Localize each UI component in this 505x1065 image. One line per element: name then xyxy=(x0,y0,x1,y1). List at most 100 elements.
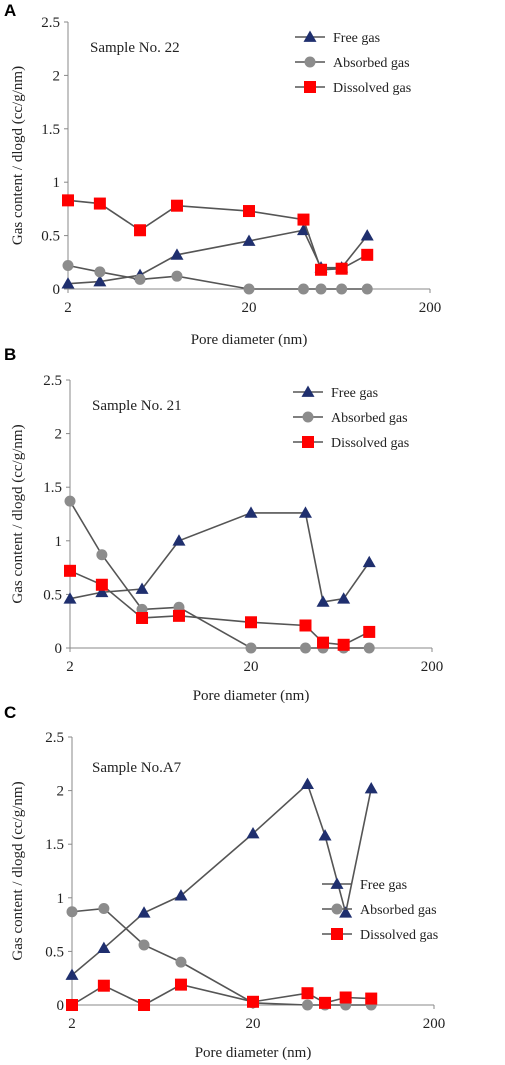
data-point xyxy=(362,555,376,568)
data-point xyxy=(245,642,257,654)
legend-label: Absorbed gas xyxy=(333,56,410,71)
data-point xyxy=(175,956,187,968)
data-point xyxy=(247,995,259,1008)
data-point xyxy=(299,642,311,654)
data-point xyxy=(93,197,106,210)
panel-letter: B xyxy=(4,345,16,364)
data-point xyxy=(63,592,77,604)
data-point xyxy=(95,578,108,591)
chart-panel-c: C 0 0.5 1 1.5 2 2.5 2 20 200 Pore diameter (nm) Gas… xyxy=(4,703,445,1061)
data-point xyxy=(172,534,186,546)
y-axis-label: Gas content / dlogd (cc/g/nm) xyxy=(10,424,26,603)
data-point xyxy=(96,549,108,561)
data-point xyxy=(64,564,76,577)
series-dissolved-gas xyxy=(64,564,376,651)
y-tick-label: 1.5 xyxy=(43,480,62,496)
x-tick-label: 20 xyxy=(242,300,257,316)
series-line xyxy=(69,512,370,603)
data-point xyxy=(174,978,187,991)
x-tick-label: 20 xyxy=(246,1016,261,1032)
data-point xyxy=(360,229,374,241)
data-point xyxy=(337,638,350,651)
data-point xyxy=(298,506,312,518)
panel-letter: C xyxy=(4,703,16,722)
series-line xyxy=(67,199,368,271)
x-tick-label: 200 xyxy=(423,1016,446,1032)
series-free-gas xyxy=(63,506,376,607)
data-point xyxy=(301,987,314,1000)
series-line xyxy=(71,782,373,976)
legend-marker xyxy=(330,877,344,889)
data-point xyxy=(297,213,310,226)
legend-label: Absorbed gas xyxy=(360,903,437,918)
legend-marker xyxy=(304,56,316,68)
x-tick-label: 2 xyxy=(64,300,72,316)
legend-marker xyxy=(303,30,317,42)
chart-panel-a: A 0 0.5 1 1.5 2 2.5 2 20 200 Pore diameter (nm) Gas… xyxy=(4,1,441,348)
y-tick-label: 1 xyxy=(53,175,61,191)
data-point xyxy=(134,224,147,237)
data-point xyxy=(243,283,255,295)
data-point xyxy=(244,506,258,518)
data-point xyxy=(336,283,348,295)
data-point xyxy=(243,205,255,218)
data-point xyxy=(301,999,313,1011)
data-point xyxy=(365,992,378,1005)
series-line xyxy=(69,570,370,646)
series-line xyxy=(71,907,372,1006)
data-point xyxy=(174,889,188,901)
data-point xyxy=(94,266,106,278)
data-point xyxy=(299,619,312,632)
x-axis-label: Pore diameter (nm) xyxy=(191,332,308,348)
y-tick-label: 2.5 xyxy=(45,730,64,746)
legend-label: Absorbed gas xyxy=(331,411,408,426)
data-point xyxy=(300,777,314,790)
data-point xyxy=(170,248,184,260)
y-tick-label: 2 xyxy=(53,68,61,84)
y-tick-label: 0 xyxy=(57,998,65,1014)
y-tick-label: 2 xyxy=(57,784,65,800)
data-point xyxy=(296,223,310,236)
legend-label: Dissolved gas xyxy=(333,81,411,96)
y-tick-label: 1 xyxy=(57,891,65,907)
data-point xyxy=(363,642,375,654)
x-tick-label: 200 xyxy=(421,659,444,675)
data-point xyxy=(138,999,151,1011)
data-point xyxy=(134,273,146,285)
data-point xyxy=(62,194,74,207)
data-point xyxy=(66,999,78,1011)
series-absorbed-gas xyxy=(62,260,373,295)
series-absorbed-gas xyxy=(64,495,375,654)
legend-label: Free gas xyxy=(331,386,378,401)
legend-marker xyxy=(331,903,343,915)
series-dissolved-gas xyxy=(66,978,378,1011)
data-point xyxy=(317,636,330,649)
y-tick-label: 1.5 xyxy=(45,837,64,853)
series-free-gas xyxy=(65,777,378,980)
data-point xyxy=(64,495,76,507)
data-point xyxy=(318,829,332,841)
y-axis-label: Gas content / dlogd (cc/g/nm) xyxy=(10,66,26,245)
data-point xyxy=(61,277,75,289)
series-line xyxy=(69,500,370,649)
y-tick-label: 2.5 xyxy=(43,373,62,389)
y-tick-label: 1.5 xyxy=(41,122,60,138)
data-point xyxy=(242,234,256,246)
data-point xyxy=(65,968,79,980)
data-point xyxy=(364,781,378,794)
data-point xyxy=(138,939,150,951)
chart-panel-b: B 0 0.5 1 1.5 2 2.5 2 20 200 Pore diameter (nm) Gas… xyxy=(4,345,443,704)
x-axis-label: Pore diameter (nm) xyxy=(193,688,310,704)
x-tick-label: 2 xyxy=(66,659,74,675)
y-tick-label: 2 xyxy=(55,427,63,443)
legend-label: Dissolved gas xyxy=(331,436,409,451)
data-point xyxy=(172,609,185,622)
data-point xyxy=(319,996,332,1009)
legend-marker xyxy=(304,81,316,93)
legend-label: Free gas xyxy=(360,878,407,893)
sample-annotation: Sample No. 21 xyxy=(92,398,182,414)
series-dissolved-gas xyxy=(62,194,374,276)
data-point xyxy=(363,625,376,638)
y-tick-label: 0.5 xyxy=(43,587,62,603)
